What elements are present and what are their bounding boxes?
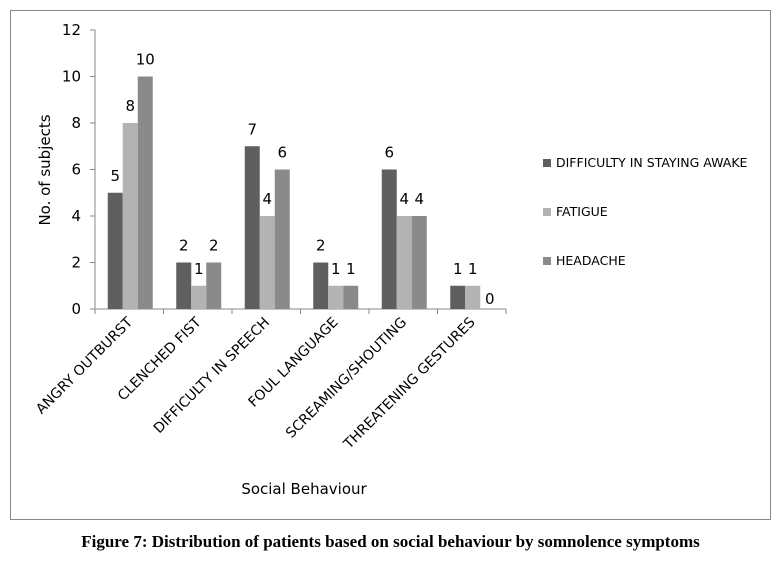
- bar: [411, 216, 427, 309]
- legend-label: DIFFICULTY IN STAYING AWAKE: [556, 155, 748, 170]
- legend-swatch: [543, 208, 551, 216]
- data-label: 1: [468, 260, 478, 278]
- legend-swatch: [543, 159, 551, 167]
- y-tick-label: 8: [71, 114, 81, 132]
- bar: [381, 169, 397, 309]
- bar: [107, 192, 123, 309]
- bar: [343, 285, 359, 309]
- bar: [396, 216, 412, 309]
- data-label: 4: [262, 190, 272, 208]
- bar: [450, 285, 466, 309]
- figure-caption: Figure 7: Distribution of patients based…: [81, 532, 700, 551]
- data-label: 6: [277, 144, 287, 162]
- x-tick-label: SCREAMING/SHOUTING: [283, 315, 410, 442]
- y-axis-title: No. of subjects: [36, 114, 54, 225]
- data-label: 2: [179, 237, 189, 255]
- bar: [206, 262, 222, 309]
- bar: [465, 285, 481, 309]
- data-label: 6: [384, 144, 394, 162]
- bar: [313, 262, 329, 309]
- x-tick-label: ANGRY OUTBURST: [33, 314, 136, 417]
- data-label: 4: [399, 190, 409, 208]
- bar: [259, 216, 275, 309]
- data-label: 2: [316, 237, 326, 255]
- y-tick-label: 10: [62, 68, 81, 86]
- data-label: 1: [453, 260, 463, 278]
- data-label: 10: [136, 51, 155, 69]
- y-tick-label: 0: [71, 300, 81, 318]
- bar: [328, 285, 344, 309]
- data-label: 4: [414, 190, 424, 208]
- data-label: 8: [125, 97, 135, 115]
- x-tick-label: THREATENING GESTURES: [340, 314, 478, 452]
- y-tick-label: 2: [71, 254, 81, 272]
- data-label: 1: [194, 260, 204, 278]
- legend-label: FATIGUE: [556, 204, 608, 219]
- x-tick-label: DIFFICULTY IN SPEECH: [151, 315, 273, 437]
- bar: [191, 285, 207, 309]
- data-label: 7: [247, 120, 257, 138]
- bar: [122, 123, 138, 309]
- legend-label: HEADACHE: [556, 253, 626, 268]
- legend-swatch: [543, 257, 551, 265]
- data-label: 2: [209, 237, 219, 255]
- y-tick-label: 4: [71, 207, 81, 225]
- x-axis-title: Social Behaviour: [241, 480, 367, 498]
- y-tick-label: 6: [71, 161, 81, 179]
- bar: [137, 76, 153, 309]
- bar: [176, 262, 192, 309]
- bar: [274, 169, 290, 309]
- y-tick-label: 12: [62, 21, 81, 39]
- bar: [244, 146, 260, 309]
- data-label: 1: [331, 260, 341, 278]
- data-label: 5: [110, 167, 120, 185]
- data-label: 0: [485, 290, 495, 308]
- data-label: 1: [346, 260, 356, 278]
- chart-frame: [10, 10, 771, 520]
